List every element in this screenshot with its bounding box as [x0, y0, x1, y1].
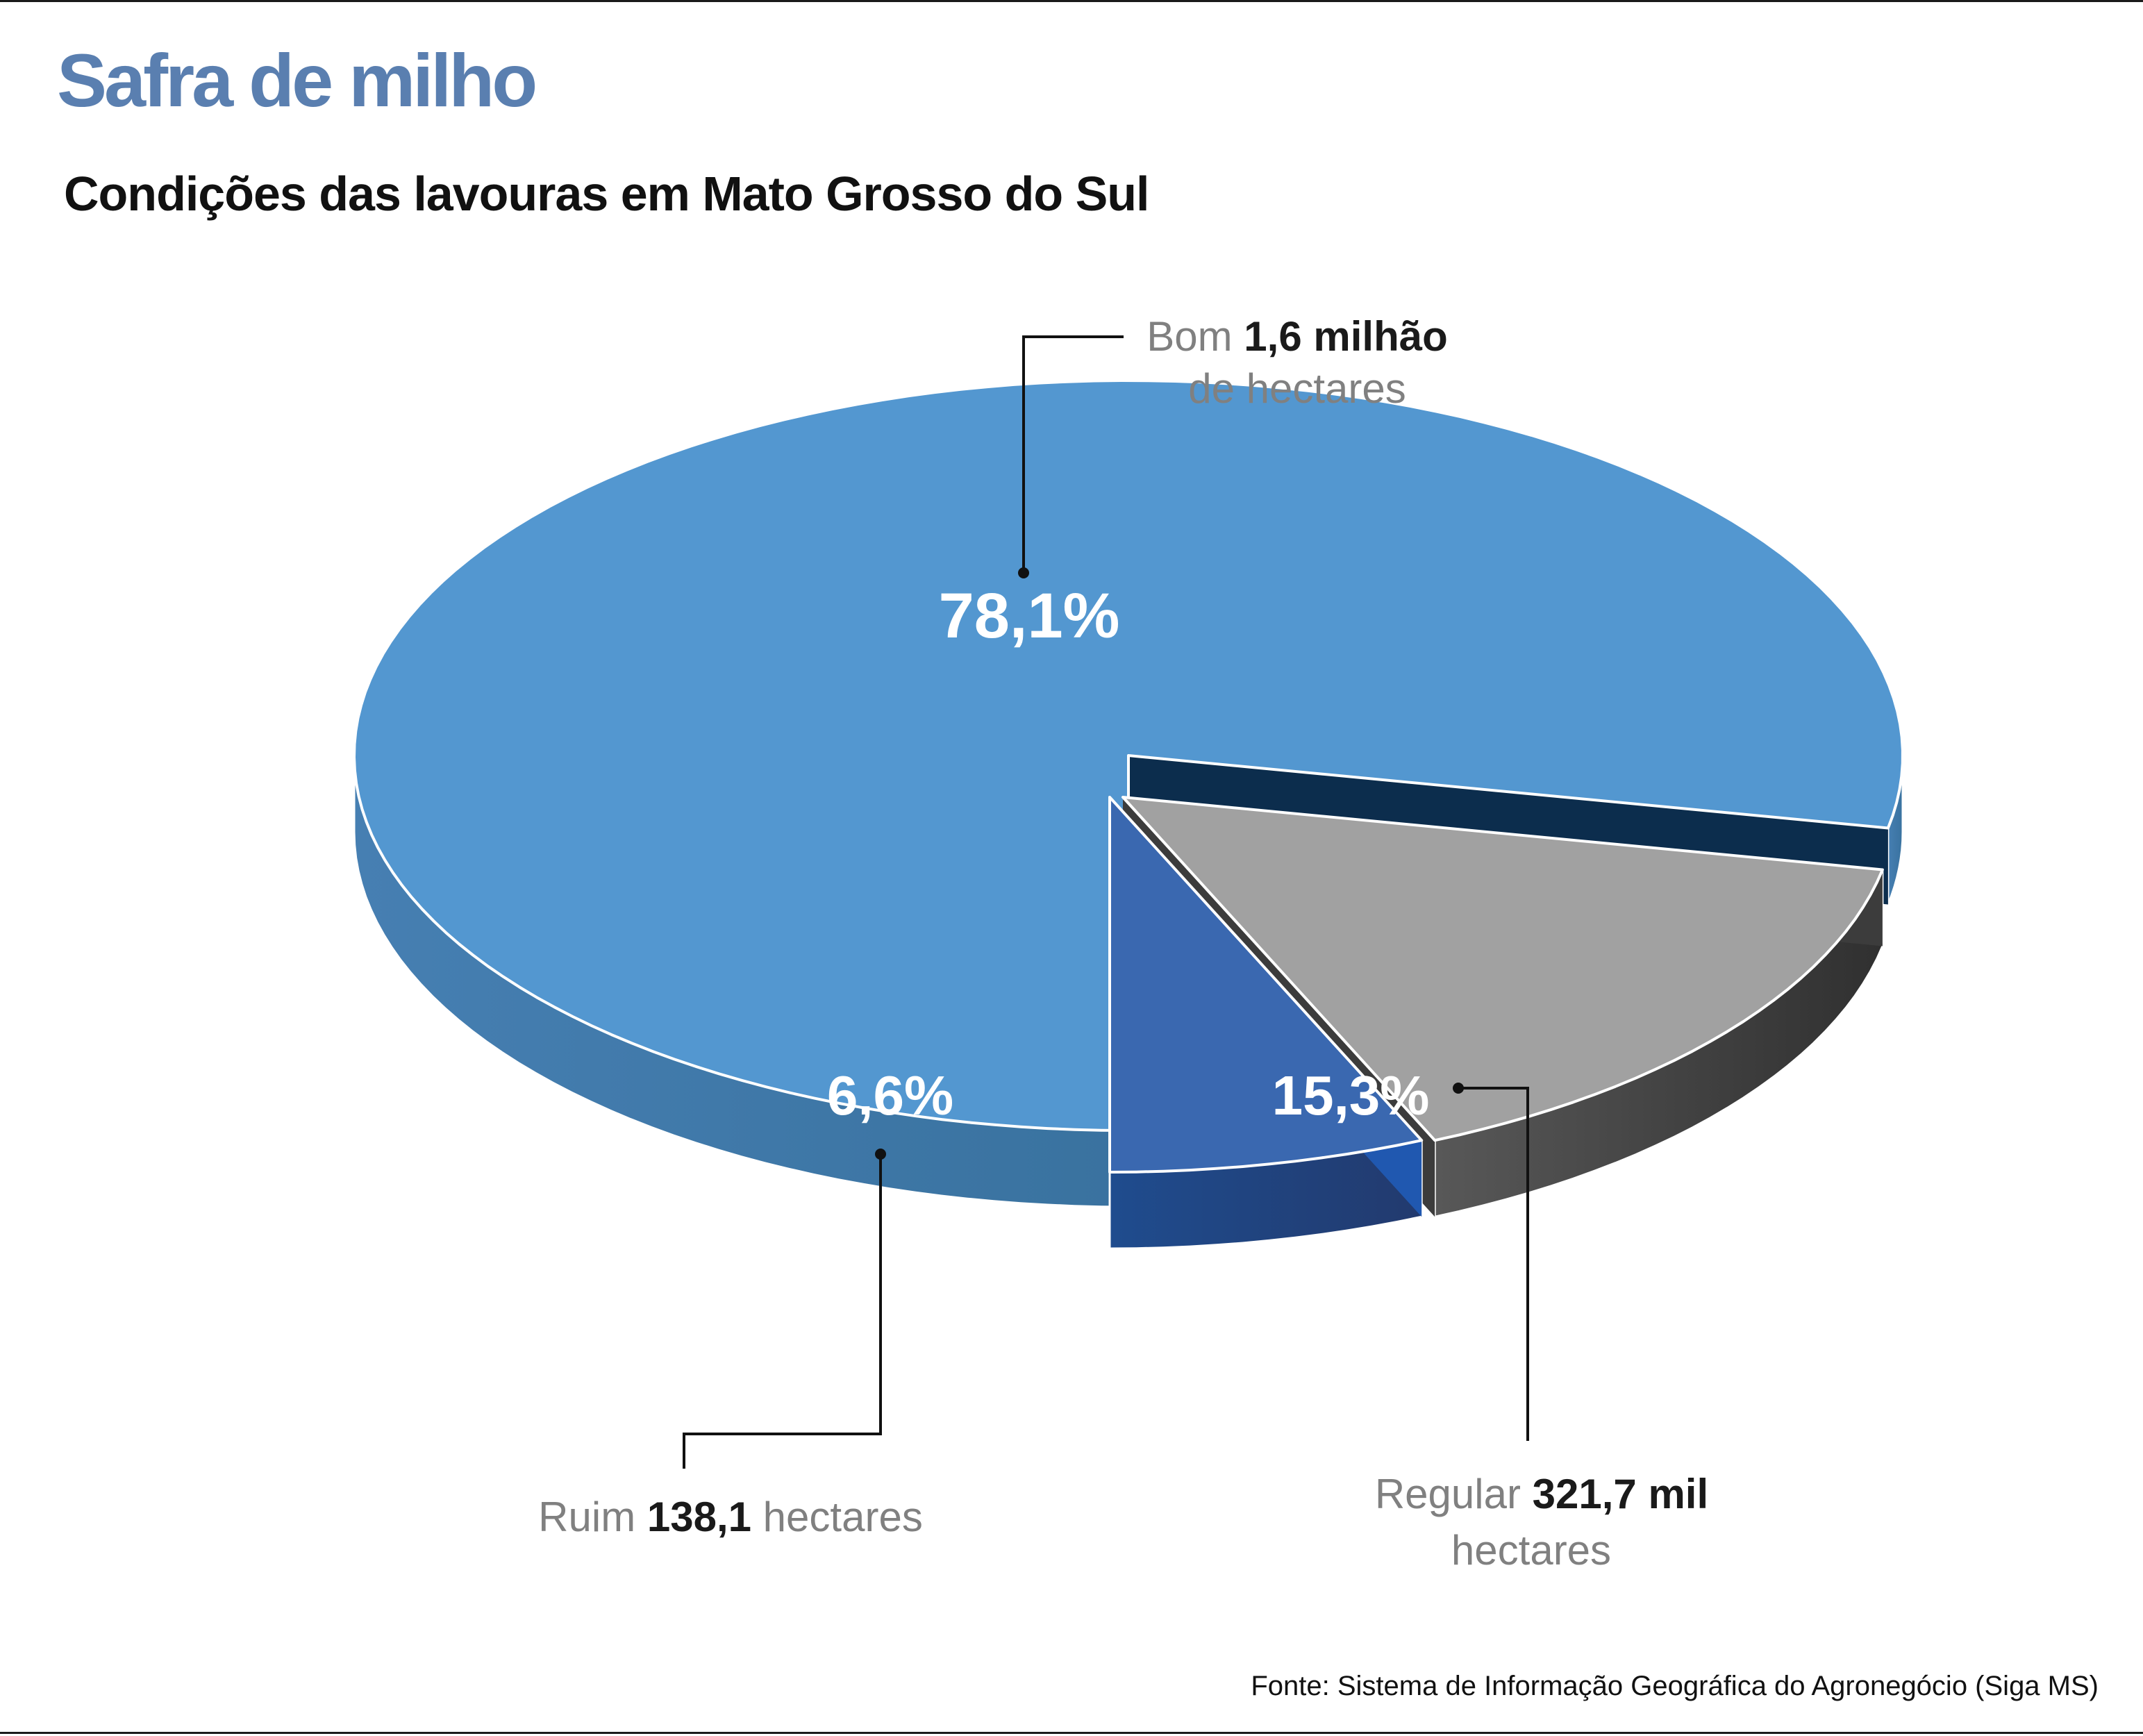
callout-dot-regular [1453, 1083, 1464, 1094]
callout-line-ruim [683, 1154, 882, 1469]
bottom-rule [0, 1732, 2143, 1734]
percent-label-bom: 78,1% [939, 581, 1120, 651]
top-rule [0, 0, 2143, 2]
value-label-ruim-1: Ruim 138,1 hectares [538, 1494, 923, 1540]
callout-dot-ruim [875, 1149, 886, 1160]
source-note: Fonte: Sistema de Informação Geográfica … [1251, 1671, 2099, 1701]
chart-title: Safra de milho [57, 38, 537, 122]
value-label-regular-1: Regular 321,7 mil [1375, 1471, 1708, 1517]
value-label-bom-2: de hectares [1188, 365, 1406, 412]
chart-subtitle: Condições das lavouras em Mato Grosso do… [64, 167, 1149, 221]
value-label-regular-2: hectares [1451, 1527, 1611, 1574]
percent-label-ruim: 6,6% [827, 1065, 953, 1126]
slice-ruim [1108, 796, 1424, 1174]
value-label-bom-1: Bom 1,6 milhão [1146, 313, 1447, 360]
percent-label-regular: 15,3% [1272, 1065, 1430, 1126]
callout-line-regular [1458, 1087, 1529, 1441]
callout-dot-bom [1018, 567, 1029, 578]
callout-line-bom [1022, 335, 1124, 573]
slice-bom [353, 379, 1904, 1132]
